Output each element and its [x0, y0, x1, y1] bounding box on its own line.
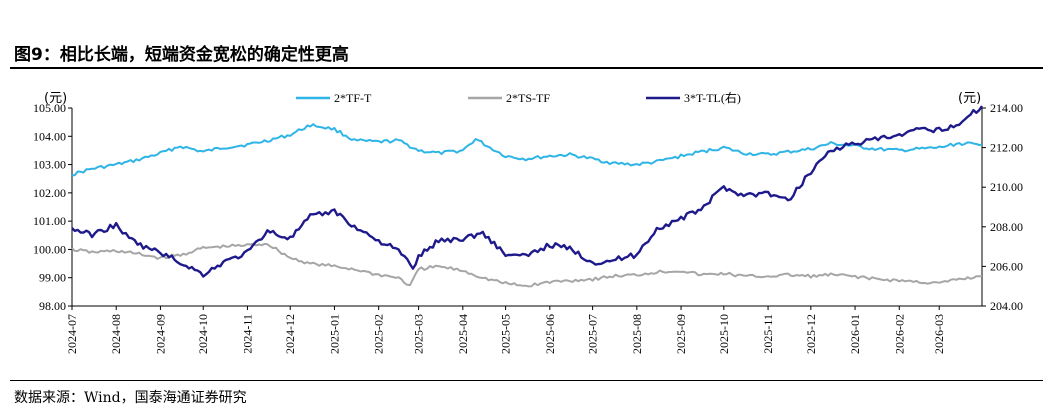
- figure-title: 图9：相比长端，短端资金宽松的确定性更高: [14, 45, 349, 65]
- right-tick-label: 210.00: [990, 180, 1023, 194]
- x-tick-label: 2025-01: [327, 314, 341, 354]
- x-tick-label: 2025-10: [717, 314, 731, 354]
- left-tick-label: 98.00: [39, 299, 66, 313]
- chart-axes: 98.00 99.00 100.00 101.00 102.00 103.00 104.00…: [33, 91, 1023, 354]
- x-tick-label: 2026-02: [892, 314, 906, 354]
- left-axis-unit: (元): [44, 91, 67, 106]
- chart-series: [71, 105, 983, 288]
- series-line-1: [71, 123, 983, 177]
- cropped-top-text: ··· ··· ···: [330, 0, 819, 8]
- title-rule: [10, 67, 1043, 69]
- left-tick-label: 104.00: [33, 129, 66, 143]
- x-tick-label: 2024-10: [196, 314, 210, 354]
- x-tick-label: 2025-04: [456, 314, 470, 354]
- left-tick-label: 99.00: [39, 271, 66, 285]
- x-tick-label: 2025-07: [586, 314, 600, 354]
- left-tick-label: 101.00: [33, 214, 66, 228]
- right-tick-label: 206.00: [990, 259, 1023, 273]
- source-rule: [10, 380, 1043, 381]
- x-tick-label: 2026-01: [848, 314, 862, 354]
- x-tick-label: 2025-11: [761, 314, 775, 354]
- x-tick-label: 2025-06: [543, 314, 557, 354]
- x-tick-label: 2025-05: [499, 314, 513, 354]
- right-tick-label: 212.00: [990, 141, 1023, 155]
- x-tick-label: 2024-11: [240, 314, 254, 354]
- x-tick-label: 2024-12: [283, 314, 297, 354]
- right-axis-unit: (元): [958, 91, 981, 106]
- series-line-3: [71, 105, 983, 278]
- x-tick-label: 2024-09: [153, 314, 167, 354]
- left-tick-label: 105.00: [33, 101, 66, 115]
- right-tick-label: 208.00: [990, 220, 1023, 234]
- x-tick-label: 2024-07: [65, 314, 79, 354]
- right-tick-label: 214.00: [990, 101, 1023, 115]
- x-tick-label: 2024-08: [109, 314, 123, 354]
- x-tick-label: 2025-12: [804, 314, 818, 354]
- x-tick-label: 2025-09: [674, 314, 688, 354]
- x-tick-label: 2025-02: [372, 314, 386, 354]
- legend-label-1: 2*TF-T: [334, 91, 372, 105]
- left-tick-label: 103.00: [33, 158, 66, 172]
- left-tick-label: 102.00: [33, 186, 66, 200]
- x-tick-label: 2025-03: [412, 314, 426, 354]
- legend-label-3: 3*T-TL(右): [684, 90, 741, 105]
- x-tick-label: 2025-08: [630, 314, 644, 354]
- left-tick-label: 100.00: [33, 242, 66, 256]
- chart-legend: 2*TF-T 2*TS-TF 3*T-TL(右): [296, 90, 741, 105]
- series-line-2: [71, 242, 982, 288]
- right-tick-label: 204.00: [990, 299, 1023, 313]
- line-chart: 98.00 99.00 100.00 101.00 102.00 103.00 104.00…: [33, 90, 1023, 354]
- x-tick-label: 2026-03: [932, 314, 946, 354]
- legend-label-2: 2*TS-TF: [506, 91, 550, 105]
- figure-source: 数据来源：Wind，国泰海通证券研究: [14, 390, 247, 406]
